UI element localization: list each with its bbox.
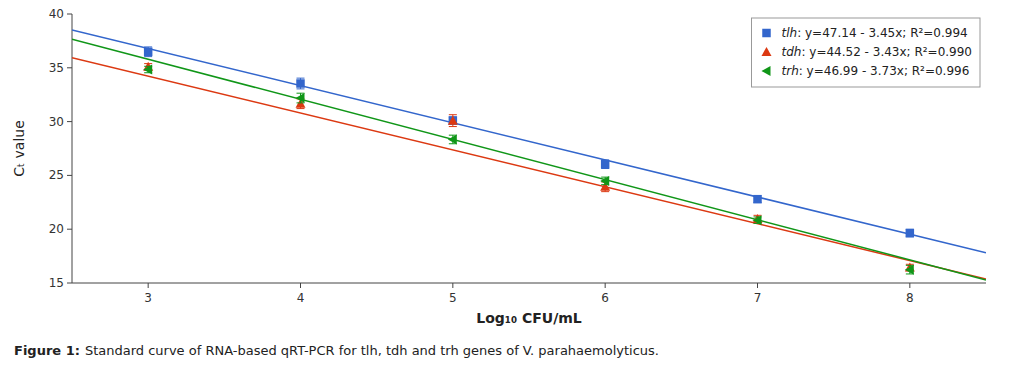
y-tick [67, 14, 72, 15]
x-tick [605, 283, 606, 288]
error-bar [906, 265, 914, 274]
point [448, 134, 457, 144]
x-tick [757, 283, 758, 288]
point [296, 93, 305, 103]
y-tick [67, 175, 72, 176]
legend-label: tdh: y=44.52 - 3.43x; R²=0.990 [782, 45, 973, 59]
point [905, 265, 914, 275]
y-tick-label: 35 [49, 61, 64, 75]
point [601, 160, 610, 169]
error-bar-cap [297, 108, 305, 109]
y-axis-label: Cₜ value [11, 120, 27, 177]
plot-area [72, 30, 986, 280]
legend-marker [762, 66, 771, 76]
y-tick-label: 40 [49, 7, 64, 21]
error-bar-cap [297, 93, 305, 94]
error-bar-cap [449, 114, 457, 115]
error-bar-cap [601, 191, 609, 192]
y-tick-label: 30 [49, 115, 64, 129]
error-bar [601, 160, 609, 169]
error-bar-cap [144, 46, 152, 47]
point [143, 65, 152, 75]
x-tick [300, 283, 301, 288]
fit-line [72, 30, 986, 253]
error-bar-cap [449, 126, 457, 127]
caption: Figure 1: Standard curve of RNA-based qRT… [14, 343, 659, 358]
x-tick-label: 3 [144, 291, 152, 305]
chart: 3 4 5 6 7 8 15 20 25 30 35 40 Log₁₀ CFU/mL Cₜ value tl… [0, 0, 1010, 365]
error-bar [449, 135, 457, 144]
y-tick-label: 20 [49, 222, 64, 236]
x-tick-label: 7 [754, 291, 762, 305]
point [753, 215, 762, 225]
y-tick [67, 67, 72, 68]
legend-label: trh: y=46.99 - 3.73x; R²=0.996 [782, 64, 970, 78]
x-axis-label: Log₁₀ CFU/mL [476, 310, 582, 326]
point [296, 79, 305, 88]
point [449, 116, 458, 125]
x-tick [148, 283, 149, 288]
fit-line [72, 58, 986, 279]
error-bar-cap [297, 88, 305, 89]
y-tick [67, 283, 72, 284]
x-tick-label: 8 [906, 291, 914, 305]
point [448, 116, 458, 125]
legend-box [752, 18, 981, 87]
error-bar [449, 115, 457, 127]
x-tick [452, 283, 453, 288]
x-tick [909, 283, 910, 288]
legend-label: tlh: y=47.14 - 3.45x; R²=0.994 [782, 26, 968, 40]
point [144, 48, 153, 57]
error-bar [297, 78, 305, 89]
error-bar [144, 47, 152, 57]
caption-text: Standard curve of RNA-based qRT-PCR for … [85, 343, 659, 358]
legend-marker [762, 29, 771, 38]
x-tick-label: 4 [297, 291, 305, 305]
x-axis [72, 283, 986, 284]
error-bar-cap [144, 56, 152, 57]
error-bar-cap [297, 78, 305, 79]
x-tick-label: 5 [449, 291, 457, 305]
x-tick-label: 6 [601, 291, 609, 305]
fit-line [72, 39, 986, 280]
point [906, 229, 915, 238]
error-bar [906, 229, 914, 237]
error-bar [297, 93, 305, 103]
y-axis [72, 14, 73, 283]
legend: tlh: y=47.14 - 3.45x; R²=0.994 tdh: y=44.… [752, 18, 981, 87]
point [600, 176, 609, 186]
y-tick-label: 25 [49, 168, 64, 182]
point [753, 195, 762, 204]
error-bar-cap [297, 102, 305, 103]
legend-marker [762, 47, 772, 56]
y-tick [67, 229, 72, 230]
y-tick-label: 15 [49, 276, 64, 290]
y-tick [67, 121, 72, 122]
caption-label: Figure 1: [14, 343, 80, 358]
